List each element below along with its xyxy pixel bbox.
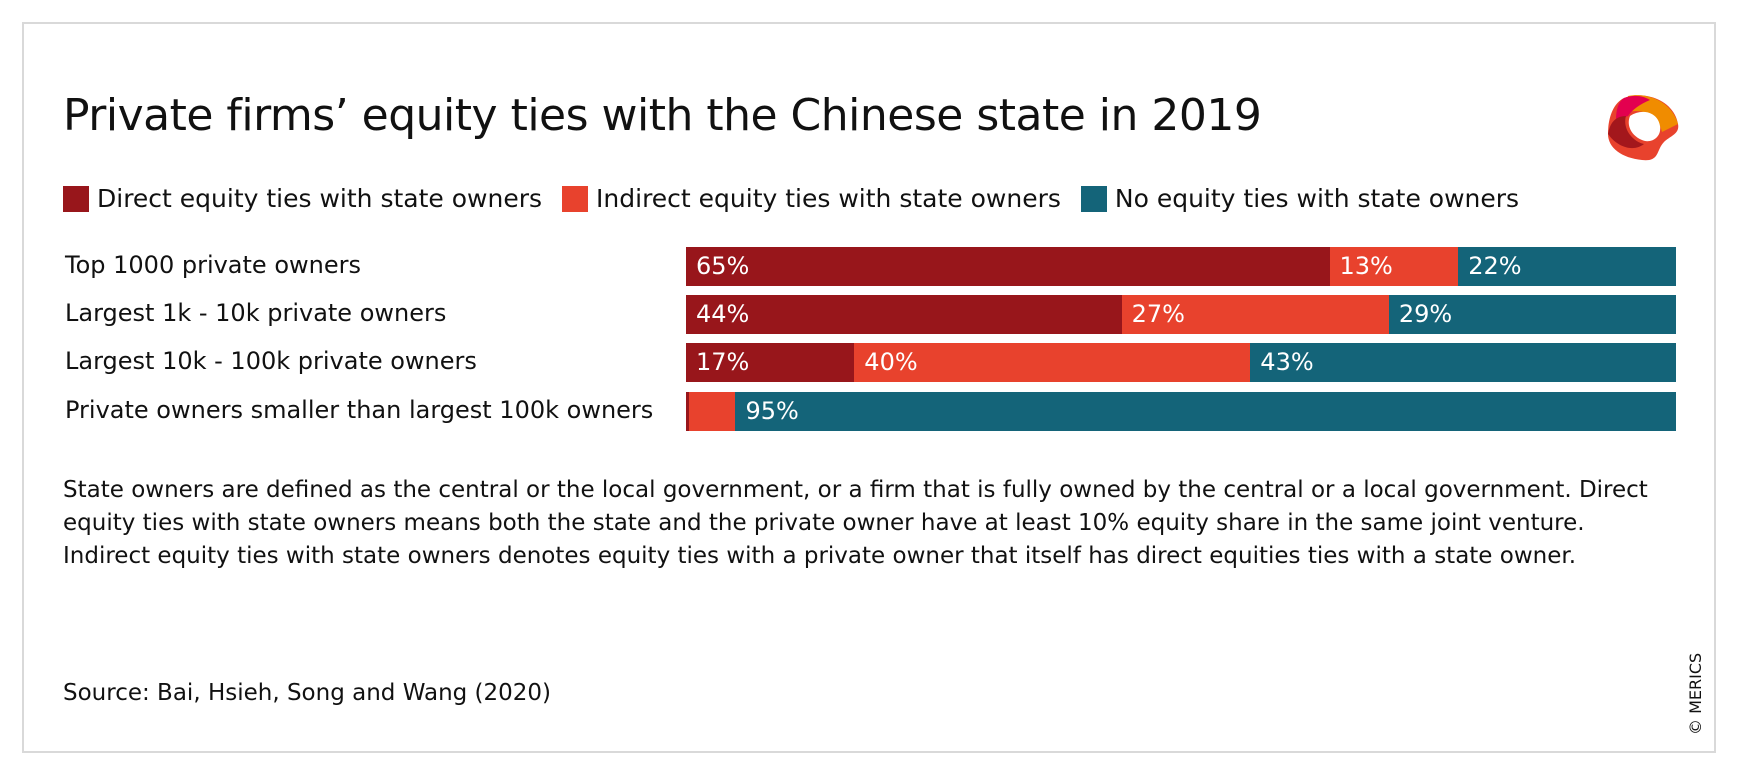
- bar-row: 95%: [686, 392, 1676, 431]
- legend-label: No equity ties with state owners: [1114, 184, 1520, 213]
- bar-segment: 17%: [686, 343, 855, 382]
- category-label: Top 1000 private owners: [65, 251, 361, 279]
- bar-segment: [688, 392, 736, 431]
- bar-segment: 29%: [1388, 295, 1676, 334]
- bar-segment: 43%: [1250, 343, 1676, 382]
- bar-segment: [686, 392, 689, 431]
- legend-label: Indirect equity ties with state owners: [596, 184, 1061, 213]
- bar-row: 17% 40% 43%: [686, 343, 1676, 382]
- legend-label: Direct equity ties with state owners: [97, 184, 543, 213]
- bar-segment: 65%: [686, 247, 1330, 286]
- category-label: Private owners smaller than largest 100k…: [65, 396, 654, 424]
- copyright: © MERICS: [1686, 652, 1705, 735]
- legend-item-none: No equity ties with state owners: [1080, 184, 1520, 213]
- category-label: Largest 1k - 10k private owners: [65, 299, 447, 327]
- footnote: State owners are defined as the central …: [63, 477, 1648, 569]
- bar-segment: 40%: [854, 343, 1251, 382]
- bar-segment: 22%: [1458, 247, 1676, 286]
- bar-segment: 44%: [686, 295, 1122, 334]
- chart-frame: [22, 22, 1716, 753]
- merics-logo: [1608, 95, 1679, 161]
- source: Source: Bai, Hsieh, Song and Wang (2020): [63, 680, 552, 706]
- category-label: Largest 10k - 100k private owners: [65, 347, 477, 375]
- bar-segment: 95%: [735, 392, 1676, 431]
- chart-title: Private firms’ equity ties with the Chin…: [63, 90, 1262, 141]
- legend-swatch: [1080, 185, 1107, 212]
- bar-segment: 27%: [1121, 295, 1389, 334]
- legend-swatch: [562, 185, 589, 212]
- legend-item-direct: Direct equity ties with state owners: [63, 184, 542, 213]
- legend: Direct equity ties with state owners Ind…: [63, 184, 1519, 213]
- bar-segment: 13%: [1329, 247, 1459, 286]
- legend-item-indirect: Indirect equity ties with state owners: [562, 184, 1061, 213]
- legend-swatch: [63, 185, 89, 212]
- bar-row: 65% 13% 22%: [686, 247, 1676, 286]
- bar-row: 44% 27% 29%: [686, 295, 1676, 334]
